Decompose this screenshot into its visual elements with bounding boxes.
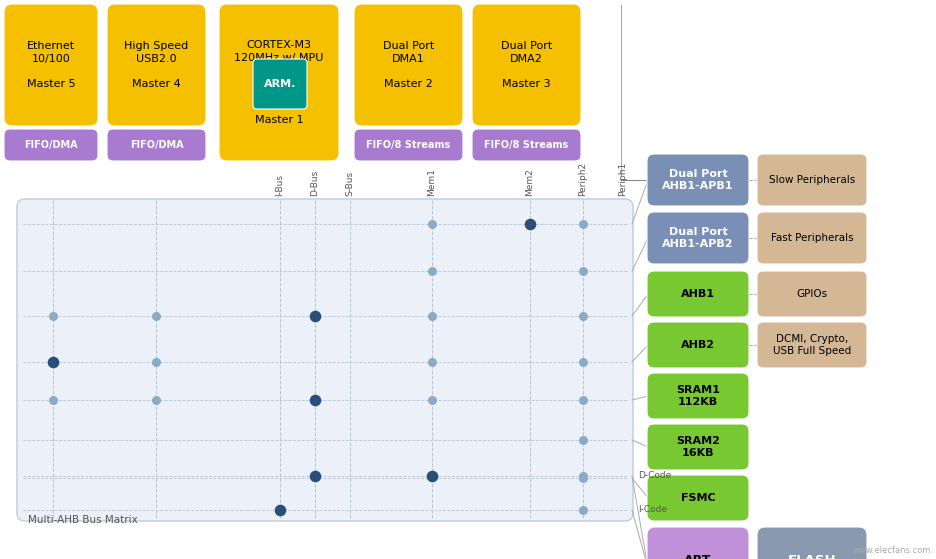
Point xyxy=(425,311,440,320)
Point xyxy=(272,505,287,514)
Point xyxy=(576,267,591,276)
FancyBboxPatch shape xyxy=(354,4,463,126)
Text: Mem2: Mem2 xyxy=(525,168,534,196)
Text: FSMC: FSMC xyxy=(680,493,715,503)
FancyBboxPatch shape xyxy=(647,475,749,521)
Text: Ethernet
10/100

Master 5: Ethernet 10/100 Master 5 xyxy=(27,41,75,88)
Text: CORTEX-M3
120MHz w/ MPU




Master 1: CORTEX-M3 120MHz w/ MPU Master 1 xyxy=(234,40,324,125)
Text: High Speed
USB2.0

Master 4: High Speed USB2.0 Master 4 xyxy=(124,41,189,88)
Point xyxy=(46,396,61,405)
FancyBboxPatch shape xyxy=(17,199,633,521)
FancyBboxPatch shape xyxy=(647,527,749,559)
Text: Mem1: Mem1 xyxy=(428,168,436,196)
FancyBboxPatch shape xyxy=(647,154,749,206)
FancyBboxPatch shape xyxy=(472,129,581,161)
Text: GPIOs: GPIOs xyxy=(797,289,827,299)
FancyBboxPatch shape xyxy=(4,129,98,161)
Point xyxy=(46,358,61,367)
Text: Dual Port
DMA2

Master 3: Dual Port DMA2 Master 3 xyxy=(501,41,552,88)
Text: FIFO/8 Streams: FIFO/8 Streams xyxy=(366,140,450,150)
Point xyxy=(149,358,164,367)
Text: ARM.: ARM. xyxy=(264,79,296,89)
FancyBboxPatch shape xyxy=(107,129,206,161)
Text: D-Code: D-Code xyxy=(638,471,671,481)
FancyBboxPatch shape xyxy=(219,4,339,161)
FancyBboxPatch shape xyxy=(757,154,867,206)
FancyBboxPatch shape xyxy=(647,424,749,470)
FancyBboxPatch shape xyxy=(472,4,581,126)
Text: DCMI, Crypto,
USB Full Speed: DCMI, Crypto, USB Full Speed xyxy=(773,334,851,356)
Point xyxy=(425,472,440,481)
Text: SRAM1
112KB: SRAM1 112KB xyxy=(676,385,720,407)
Text: D-Bus: D-Bus xyxy=(311,170,319,196)
Text: AHB2: AHB2 xyxy=(681,340,715,350)
Point xyxy=(425,358,440,367)
FancyBboxPatch shape xyxy=(647,212,749,264)
Point xyxy=(576,311,591,320)
Point xyxy=(308,472,323,481)
Text: FIFO/8 Streams: FIFO/8 Streams xyxy=(484,140,569,150)
Point xyxy=(576,472,591,481)
Point xyxy=(308,311,323,320)
Point xyxy=(308,396,323,405)
Point xyxy=(425,267,440,276)
Point xyxy=(149,396,164,405)
FancyBboxPatch shape xyxy=(253,59,307,109)
Point xyxy=(576,435,591,444)
Text: Multi-AHB Bus Matrix: Multi-AHB Bus Matrix xyxy=(28,515,138,525)
Text: Dual Port
DMA1

Master 2: Dual Port DMA1 Master 2 xyxy=(383,41,434,88)
FancyBboxPatch shape xyxy=(757,322,867,368)
FancyBboxPatch shape xyxy=(107,4,206,126)
Text: Dual Port
AHB1-APB2: Dual Port AHB1-APB2 xyxy=(663,227,734,249)
Text: Periph1: Periph1 xyxy=(619,162,627,196)
Text: FIFO/DMA: FIFO/DMA xyxy=(130,140,183,150)
FancyBboxPatch shape xyxy=(757,271,867,317)
FancyBboxPatch shape xyxy=(647,373,749,419)
Text: ART
Accelerator: ART Accelerator xyxy=(658,553,739,559)
Text: I-Code: I-Code xyxy=(638,505,667,514)
Point xyxy=(425,396,440,405)
Point xyxy=(576,220,591,229)
FancyBboxPatch shape xyxy=(757,212,867,264)
Text: S-Bus: S-Bus xyxy=(345,171,355,196)
FancyBboxPatch shape xyxy=(4,4,98,126)
Text: SRAM2
16KB: SRAM2 16KB xyxy=(676,436,720,458)
Point xyxy=(576,473,591,482)
Point xyxy=(425,220,440,229)
Text: Dual Port
AHB1-APB1: Dual Port AHB1-APB1 xyxy=(663,169,734,191)
Point xyxy=(46,311,61,320)
Text: FIFO/DMA: FIFO/DMA xyxy=(24,140,78,150)
Text: I-Bus: I-Bus xyxy=(275,174,285,196)
FancyBboxPatch shape xyxy=(354,129,463,161)
FancyBboxPatch shape xyxy=(647,322,749,368)
Point xyxy=(576,396,591,405)
Text: AHB1: AHB1 xyxy=(681,289,715,299)
Text: FLASH
Up to: FLASH Up to xyxy=(788,553,836,559)
Point xyxy=(576,505,591,514)
Point xyxy=(576,358,591,367)
Point xyxy=(149,311,164,320)
Text: Slow Peripherals: Slow Peripherals xyxy=(768,175,856,185)
FancyBboxPatch shape xyxy=(757,527,867,559)
Text: Fast Peripherals: Fast Peripherals xyxy=(770,233,854,243)
Text: www.elecfans.com: www.elecfans.com xyxy=(853,546,931,555)
Point xyxy=(522,220,537,229)
FancyBboxPatch shape xyxy=(647,271,749,317)
Text: Periph2: Periph2 xyxy=(578,162,588,196)
